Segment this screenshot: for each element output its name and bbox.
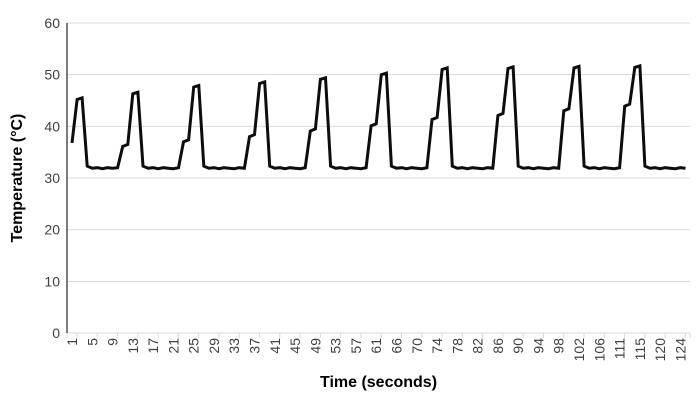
x-tick-label: 115 [632, 338, 648, 361]
x-tick-label: 120 [652, 338, 668, 362]
x-tick-label: 49 [307, 338, 323, 354]
x-tick-label: 66 [388, 338, 404, 354]
y-tick-label: 10 [44, 273, 60, 289]
temperature-series-line [70, 63, 686, 171]
x-tick-label: 111 [612, 338, 628, 359]
x-tick-label: 70 [409, 338, 425, 354]
x-tick-label: 78 [449, 338, 465, 354]
x-tick-label: 1 [64, 338, 80, 346]
x-tick-label: 74 [429, 338, 445, 354]
y-axis-title: Temperature (°C) [9, 113, 26, 243]
x-tick-label: 25 [186, 338, 202, 354]
x-tick-label: 29 [206, 338, 222, 354]
x-tick-label: 33 [226, 338, 242, 354]
x-tick-label: 53 [328, 338, 344, 354]
x-tick-label: 5 [84, 338, 100, 346]
x-tick-label: 9 [105, 338, 121, 346]
x-tick-label: 21 [165, 338, 181, 354]
x-tick-label: 90 [510, 338, 526, 354]
x-tick-label: 102 [571, 338, 587, 362]
x-tick-label: 86 [490, 338, 506, 354]
x-tick-label: 37 [247, 338, 263, 354]
x-tick-label: 45 [287, 338, 303, 354]
x-tick-label: 124 [672, 338, 688, 362]
x-tick-label: 98 [551, 338, 567, 354]
y-tick-label: 60 [44, 15, 60, 31]
y-tick-label: 20 [44, 222, 60, 238]
x-tick-label: 82 [470, 338, 486, 354]
x-tick-label: 13 [125, 338, 141, 354]
y-tick-label: 0 [52, 325, 60, 341]
x-tick-label: 94 [530, 338, 546, 354]
x-tick-label: 17 [145, 338, 161, 354]
y-tick-label: 30 [44, 170, 60, 186]
y-tick-label: 40 [44, 118, 60, 134]
x-tick-label: 57 [348, 338, 364, 354]
x-axis-title: Time (seconds) [319, 374, 438, 391]
x-tick-label: 41 [267, 338, 283, 354]
x-tick-label: 61 [368, 338, 384, 354]
y-tick-label: 50 [44, 67, 60, 83]
x-tick-label: 106 [591, 338, 607, 362]
